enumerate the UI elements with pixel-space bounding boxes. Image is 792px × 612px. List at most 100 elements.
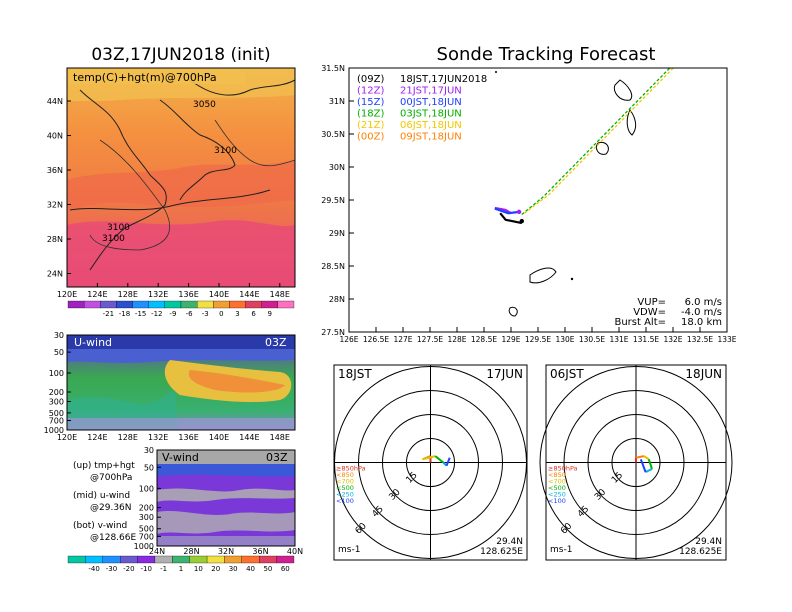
hodograph-date: 18JUN xyxy=(685,367,722,381)
contour-label-3100-west-b: 3100 xyxy=(102,234,125,244)
uwind-frame xyxy=(66,334,296,431)
pressure-tick-label: 30 xyxy=(54,331,64,340)
main-lat-tick-label: 29.5N xyxy=(321,196,345,205)
colorbar-swatch xyxy=(102,555,121,564)
colorbar-swatch xyxy=(196,300,214,309)
colorbar-swatch xyxy=(180,300,198,309)
hodograph-lat: 29.4N xyxy=(695,537,722,547)
launch-params: VUP= 6.0 m/s VDW= -4.0 m/s Burst Alt= 18.0 km xyxy=(614,297,722,328)
param-label: VDW= xyxy=(633,307,666,318)
colorbar-label: -6 xyxy=(186,310,194,318)
colorbar-swatch xyxy=(213,300,230,309)
hodograph-level-label: <500 xyxy=(336,484,354,492)
hodograph-segment xyxy=(445,457,451,467)
colorbar-label: 40 xyxy=(246,565,255,573)
map-lat-tick-label: 36N xyxy=(47,166,63,175)
map-lat-tick-label: 28N xyxy=(47,235,63,244)
colorbar-label: -30 xyxy=(106,565,117,573)
legend-text: 09JST,18JUN xyxy=(400,132,462,143)
hodograph-segment xyxy=(639,458,647,473)
main-lon-tick-label: 128E xyxy=(447,335,466,344)
colorbar-label: 1 xyxy=(179,565,183,573)
colorbar-swatch xyxy=(224,555,242,564)
hodograph-level-label: ≥850hPa xyxy=(336,465,366,473)
vwind-lat-tick-label: 28N xyxy=(183,547,199,556)
colorbar-label: 6 xyxy=(251,310,256,318)
colorbar-swatch xyxy=(67,555,86,564)
legend-line-up: (up) tmp+hgt xyxy=(73,461,135,471)
uwind-lon-ticks: 120E 124E 128E 132E 136E 140E 144E 148E xyxy=(57,433,290,442)
main-lon-tick-label: 130.5E xyxy=(579,335,605,344)
colorbar-label: -21 xyxy=(103,310,114,318)
vwind-time: 03Z xyxy=(266,451,288,464)
sonde-tracks xyxy=(494,68,675,225)
track-legend: (09Z) 18JST,17JUN2018 (12Z) 21JST,17JUN (15Z… xyxy=(357,74,487,143)
temp-map-frame xyxy=(66,67,296,288)
legend-line-mid: (mid) u-wind xyxy=(73,491,130,501)
main-lon-tick-label: 126E xyxy=(339,335,358,344)
hodograph-level-label: ≥850hPa xyxy=(548,465,578,473)
main-title: Sonde Tracking Forecast xyxy=(437,44,656,65)
map-lon-tick-label: 132E xyxy=(148,290,168,299)
colorbar-label: 0 xyxy=(219,310,223,318)
colorbar-label: 10 xyxy=(194,565,203,573)
vwind-frame xyxy=(156,449,296,547)
colorbar-swatch xyxy=(261,300,279,309)
pressure-tick-label: 30 xyxy=(144,446,154,455)
main-lat-tick-label: 31N xyxy=(329,97,345,106)
pressure-tick-label: 200 xyxy=(139,504,154,513)
main-lat-tick-label: 28N xyxy=(329,295,345,304)
colorbar-swatch xyxy=(189,555,208,564)
colorbar-label: -10 xyxy=(141,565,152,573)
hodograph-level-label: <100 xyxy=(336,497,354,505)
main-lat-tick-label: 28.5N xyxy=(321,262,345,271)
legend-text: 21JST,17JUN xyxy=(400,86,462,97)
hodograph-segment xyxy=(635,455,645,459)
colorbar-label: 9 xyxy=(268,310,272,318)
colorbar-label: 3 xyxy=(235,310,239,318)
main-lon-tick-label: 131E xyxy=(609,335,628,344)
vwind-panel xyxy=(157,450,295,546)
hodograph-unit: ms-1 xyxy=(550,545,572,555)
main-lat-tick-label: 30.5N xyxy=(321,130,345,139)
colorbar-swatch xyxy=(85,555,103,564)
vwind-lat-tick-label: 40N xyxy=(287,547,303,556)
hodograph-lon: 128.625E xyxy=(480,547,523,557)
map-lat-tick-label: 44N xyxy=(47,97,63,106)
main-lon-tick-label: 132E xyxy=(663,335,682,344)
colorbar-swatch xyxy=(276,555,295,564)
colorbar-swatch xyxy=(132,300,149,309)
pressure-tick-label: 100 xyxy=(139,484,154,493)
pressure-tick-label: 1000 xyxy=(44,426,64,435)
vwind-label: V-wind xyxy=(162,451,199,464)
legend-code: (21Z) xyxy=(357,120,384,131)
hodograph-time: 06JST xyxy=(550,367,584,381)
colorbar-swatch xyxy=(164,300,182,309)
colorbar-swatch xyxy=(100,300,117,309)
colorbar-swatch xyxy=(277,300,295,309)
pressure-tick-label: 50 xyxy=(144,463,154,472)
map-label-bg xyxy=(69,70,245,84)
colorbar-label: -3 xyxy=(202,310,209,318)
hodograph-level-label: <700 xyxy=(336,478,354,486)
temp-colorbar: -21 -18 -15 -12 -9 -6 -3 0 3 6 9 xyxy=(67,300,295,318)
colorbar-swatch xyxy=(206,555,225,564)
main-lon-tick-label: 129E xyxy=(501,335,520,344)
colorbar-swatch xyxy=(245,300,262,309)
legend-line-bot: (bot) v-wind xyxy=(73,521,127,531)
colorbar-swatch xyxy=(67,300,85,309)
main-lon-tick-label: 133E xyxy=(717,335,736,344)
main-lat-ticks: 31.5N 31N 30.5N 30N 29.5N 29N 28.5N 28N 27.5N xyxy=(321,64,354,337)
colorbar-label: -12 xyxy=(151,310,162,318)
colorbar-swatch xyxy=(116,300,133,309)
map-lon-tick-label: 148E xyxy=(270,290,290,299)
map-lat-tick-label: 32N xyxy=(47,201,63,210)
wind-colorbar: -40 -30 -20 -10 -1 1 10 20 30 40 50 60 xyxy=(67,555,295,573)
main-lon-tick-label: 129.5E xyxy=(525,335,551,344)
legend-code: (15Z) xyxy=(357,97,384,108)
uwind-lon-tick-label: 124E xyxy=(87,433,107,442)
